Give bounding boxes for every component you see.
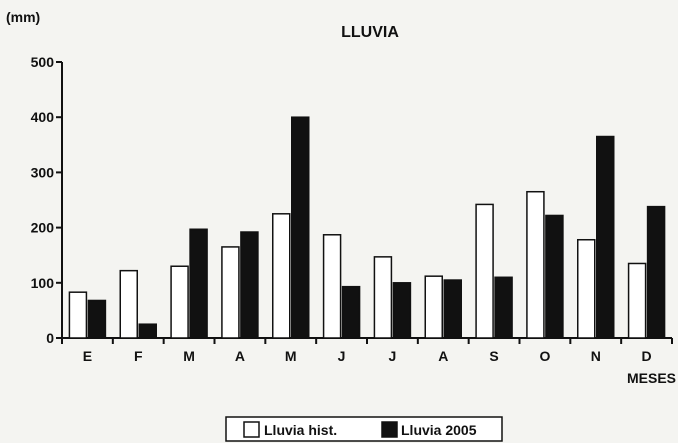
bar-lluvia-hist [424,275,443,339]
y-tick-label: 200 [31,220,55,236]
legend-frame [225,416,503,442]
y-tick-label: 500 [31,54,55,70]
bar-lluvia-hist [577,238,596,339]
legend: Lluvia hist. Lluvia 2005 [225,416,503,442]
legend-swatch-lluvia-hist [243,421,260,438]
bar-lluvia-hist [627,262,647,339]
x-tick-label: A [438,348,448,364]
bar-lluvia-2005 [341,285,361,339]
legend-label-lluvia-2005: Lluvia 2005 [401,422,477,438]
y-axis-unit-label: (mm) [6,9,40,25]
axes: 0 100 200 300 400 500 E F M A M J J A S O N D [31,54,673,364]
bar-lluvia-hist [119,269,138,339]
x-tick-label: E [83,348,92,364]
x-tick-label: F [134,348,143,364]
bar-lluvia-2005 [646,205,666,339]
legend-swatch-lluvia-2005 [381,421,398,438]
bar-lluvia-2005 [240,231,259,339]
bar-lluvia-hist [221,246,240,339]
bar-lluvia-hist [475,203,494,339]
x-tick-label: N [591,348,601,364]
bars [68,116,666,339]
y-tick-label: 100 [31,275,55,291]
x-tick-label: D [642,348,652,364]
bar-lluvia-2005 [87,299,107,339]
bar-lluvia-hist [68,291,88,339]
bar-lluvia-hist [272,213,291,339]
bar-lluvia-2005 [138,323,157,339]
x-tick-label: A [235,348,245,364]
x-tick-label: M [285,348,297,364]
y-tick-label: 0 [46,330,54,346]
x-tick-label: O [539,348,550,364]
bar-lluvia-2005 [545,214,564,339]
x-tick-label: S [489,348,498,364]
bar-lluvia-2005 [189,228,208,339]
legend-label-lluvia-hist: Lluvia hist. [264,422,337,438]
y-tick-label: 400 [31,109,55,125]
bar-lluvia-2005 [596,135,615,339]
bar-lluvia-hist [322,234,342,339]
bar-lluvia-hist [373,256,393,339]
bar-lluvia-hist [170,265,189,339]
bar-lluvia-2005 [392,282,412,339]
y-tick-label: 300 [31,164,55,180]
bar-lluvia-2005 [443,279,462,339]
x-axis-label: MESES [627,370,676,386]
x-tick-label: J [338,348,346,364]
chart-title: LLUVIA [341,24,399,41]
x-tick-label: J [389,348,397,364]
bar-lluvia-hist [526,190,545,339]
bar-lluvia-2005 [291,116,310,339]
x-tick-label: M [183,348,195,364]
bar-lluvia-2005 [494,276,513,339]
